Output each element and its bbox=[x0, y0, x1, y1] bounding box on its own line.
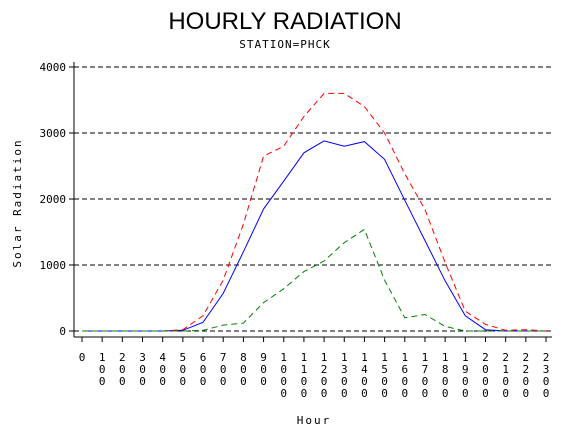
series-layer bbox=[82, 92, 547, 332]
y-tick-label: 4000 bbox=[40, 61, 67, 74]
x-tick-labels: 0 1 0 0 2 0 0 3 0 0 4 0 0 5 0 0 6 0 0 7 0 0 8 0 0 9 0 0 1 0 0 0 1 1 0 0 1 2 0 0… bbox=[79, 351, 550, 400]
chart-subtitle: STATION=PHCK bbox=[239, 38, 330, 51]
series-line-1 bbox=[82, 140, 546, 332]
y-tick-label: 1000 bbox=[40, 259, 67, 272]
y-axis-label: Solar Radiation bbox=[11, 138, 24, 267]
y-tick-label: 0 bbox=[59, 325, 66, 338]
chart-title: HOURLY RADIATION bbox=[168, 8, 401, 35]
gridlines bbox=[74, 66, 552, 332]
y-tick-label: 3000 bbox=[40, 127, 67, 140]
series-line-3 bbox=[82, 228, 546, 332]
x-tick-label: 0 bbox=[79, 351, 86, 364]
y-tick-label: 2000 bbox=[40, 193, 67, 206]
axes bbox=[69, 62, 552, 342]
y-tick-labels: 0 1000 2000 3000 4000 bbox=[40, 61, 67, 338]
x-axis-label: Hour bbox=[297, 414, 332, 427]
series-line-2 bbox=[82, 92, 547, 332]
